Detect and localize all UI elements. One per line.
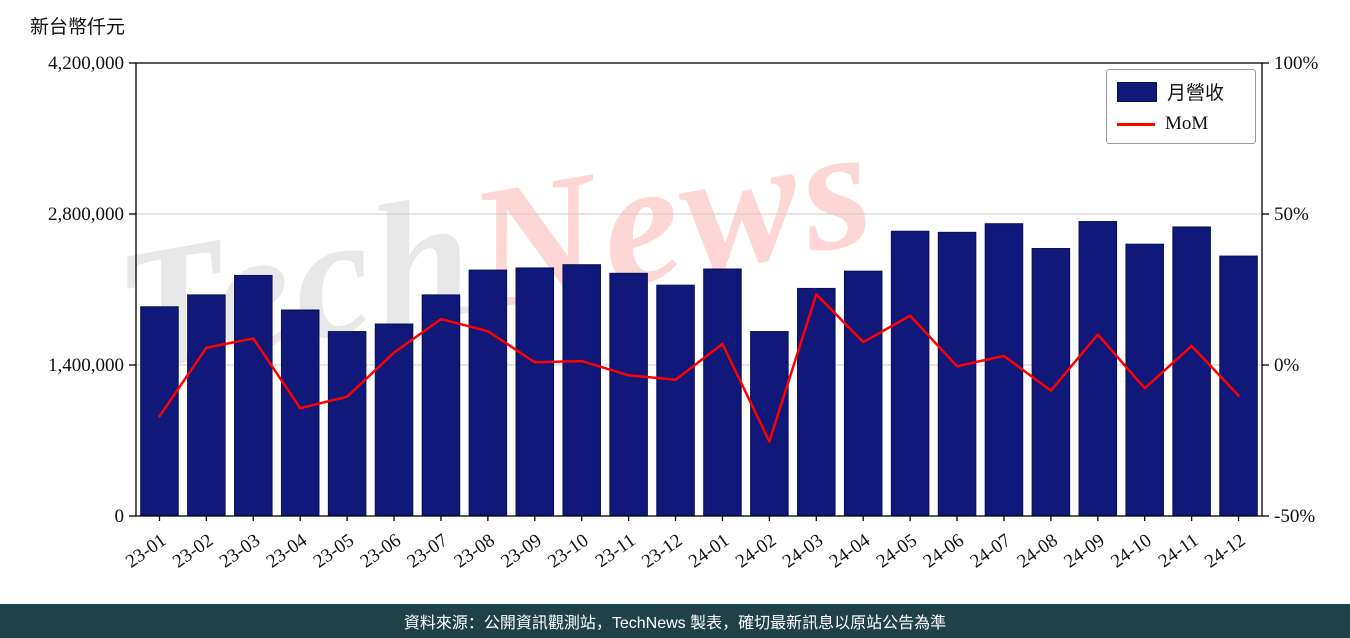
svg-text:24-04: 24-04: [826, 530, 875, 573]
svg-text:24-06: 24-06: [920, 530, 968, 573]
svg-text:2,800,000: 2,800,000: [48, 204, 124, 225]
svg-text:23-07: 23-07: [403, 530, 451, 573]
svg-text:23-03: 23-03: [216, 530, 264, 573]
svg-text:0%: 0%: [1274, 355, 1300, 376]
svg-text:24-09: 24-09: [1060, 530, 1108, 573]
svg-text:23-11: 23-11: [592, 530, 640, 572]
svg-text:0: 0: [115, 506, 125, 527]
chart-legend: 月營收 MoM: [1106, 69, 1256, 144]
svg-text:24-12: 24-12: [1201, 530, 1249, 573]
svg-text:24-08: 24-08: [1013, 530, 1061, 573]
legend-item-revenue: 月營收: [1117, 78, 1245, 105]
svg-text:23-02: 23-02: [169, 530, 217, 573]
chart-canvas: 0 1,400,000 2,800,000 4,200,000 -50% 0% 50% 100…: [48, 53, 1319, 573]
legend-revenue-label: 月營收: [1167, 83, 1225, 104]
legend-mom-label: MoM: [1165, 113, 1209, 134]
y-axis-unit-label: 新台幣仟元: [30, 17, 126, 38]
svg-text:24-07: 24-07: [966, 530, 1014, 573]
svg-text:23-01: 23-01: [122, 530, 170, 573]
svg-text:4,200,000: 4,200,000: [48, 53, 124, 74]
legend-item-mom: MoM: [1117, 113, 1245, 135]
svg-text:24-03: 24-03: [779, 530, 827, 573]
svg-text:23-06: 23-06: [357, 530, 405, 573]
svg-text:23-09: 23-09: [497, 530, 545, 573]
svg-text:23-04: 23-04: [263, 530, 312, 573]
svg-text:24-05: 24-05: [873, 530, 921, 573]
svg-text:50%: 50%: [1274, 204, 1309, 225]
source-footer-text: 資料來源：公開資訊觀測站，TechNews 製表，確切最新訊息以原站公告為準: [403, 615, 947, 632]
svg-text:24-01: 24-01: [685, 530, 733, 573]
svg-text:23-12: 23-12: [638, 530, 686, 573]
svg-text:23-10: 23-10: [544, 530, 592, 573]
svg-text:-50%: -50%: [1274, 506, 1315, 527]
svg-text:24-11: 24-11: [1155, 530, 1203, 572]
revenue-bar-swatch-icon: [1117, 81, 1157, 102]
mom-line-swatch-icon: [1117, 122, 1155, 126]
svg-text:23-05: 23-05: [310, 530, 358, 573]
source-footer: 資料來源：公開資訊觀測站，TechNews 製表，確切最新訊息以原站公告為準: [0, 604, 1350, 638]
svg-text:24-02: 24-02: [732, 530, 780, 573]
svg-text:100%: 100%: [1274, 53, 1319, 74]
svg-text:24-10: 24-10: [1107, 530, 1155, 573]
svg-text:23-08: 23-08: [450, 530, 498, 573]
svg-text:1,400,000: 1,400,000: [48, 355, 124, 376]
